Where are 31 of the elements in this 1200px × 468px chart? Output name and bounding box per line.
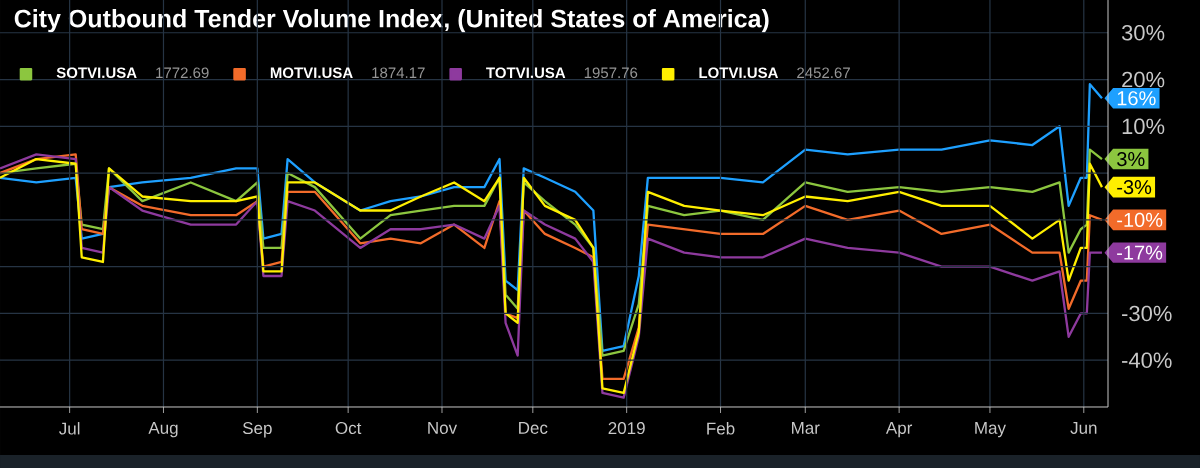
x-tick-label: Nov [428,422,458,434]
annotation: 1772.69 [156,67,209,79]
data-label: 16% [1117,91,1156,106]
chart-title: City Outbound Tender Volume Index, (United States of America) [14,9,769,33]
x-tick-label: Mar [792,422,820,434]
data-label: -3% [1117,180,1152,195]
legend-label: LOTVI.USA [699,67,779,79]
y-tick-label: -40% [1122,352,1172,369]
x-tick-label: Sep [242,422,272,438]
y-tick-label: 10% [1122,118,1165,135]
data-label: -17% [1117,245,1163,260]
x-tick-label: Dec [519,422,548,434]
x-tick-label: Jun [1070,422,1097,434]
y-tick-label: -30% [1122,305,1172,322]
legend-label: TOTVI.USA [486,67,566,79]
x-tick-label: May [975,422,1006,438]
y-tick-label: 20% [1122,71,1165,88]
x-tick-label: 2019 [608,422,645,435]
x-tick-label: Feb [707,422,735,435]
x-tick-label: Oct [335,422,362,435]
annotation: 1874.17 [372,67,425,79]
data-label: 3% [1117,151,1145,167]
annotation: 1957.76 [584,67,638,79]
data-label: -10% [1117,212,1163,227]
x-tick-label: Jul [59,422,80,435]
annotation: 2452.67 [797,67,850,79]
x-tick-label: Apr [885,422,913,438]
x-tick-label: Aug [148,422,178,438]
legend-label: SOTVI.USA [56,67,137,79]
y-tick-label: 30% [1121,24,1165,41]
legend-label: MOTVI.USA [270,67,353,79]
